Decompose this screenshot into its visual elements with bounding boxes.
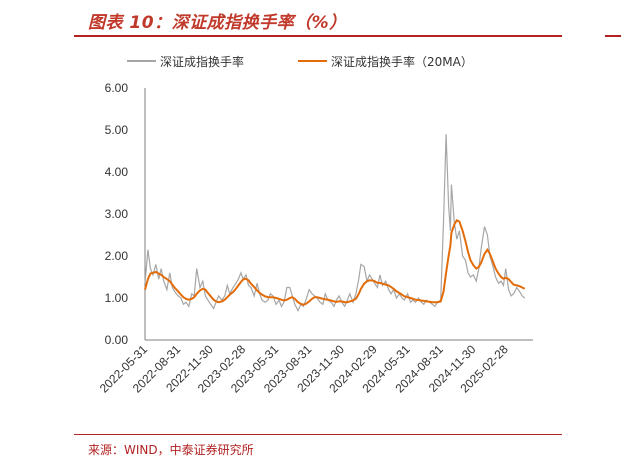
legend-label-ma: 深证成指换手率（20MA） [331,54,473,69]
series-line-ma [144,218,526,306]
y-tick-label: 6.00 [105,81,129,95]
legend-label-raw: 深证成指换手率 [160,54,244,69]
y-tick-label: 5.00 [105,123,129,137]
y-tick-label: 2.00 [105,249,129,263]
page-title: 图表 10：深证成指换手率（%） [88,13,347,33]
y-tick-labels: 0.00 1.00 2.00 3.00 4.00 5.00 6.00 [105,81,129,347]
title-divider-right [605,35,621,37]
series-line-raw [144,134,526,312]
y-tick-label: 0.00 [105,333,129,347]
chart-legend: 深证成指换手率 深证成指换手率（20MA） [127,54,473,69]
source-note: 来源：WIND，中泰证券研究所 [88,443,254,457]
title-divider [74,35,562,37]
y-tick-label: 4.00 [105,165,129,179]
footer-divider [74,434,562,435]
x-tick-labels: 2022-05-312022-08-312022-11-302023-02-28… [97,342,511,396]
y-tick-label: 1.00 [105,291,129,305]
y-tick-label: 3.00 [105,207,129,221]
